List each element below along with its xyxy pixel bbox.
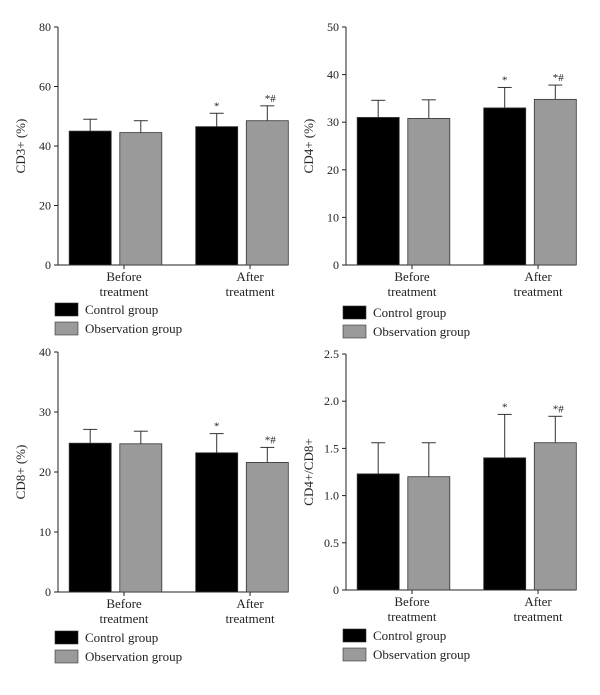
legend: Control group Observation group [54,302,182,336]
bar-observation [119,443,163,593]
x-tick-label: After [524,269,552,284]
significance-mark: *# [265,434,277,446]
y-tick-label: 10 [39,525,51,539]
legend-label-control: Control group [373,305,446,320]
legend: Control group Observation group [54,630,182,664]
bar-control [195,126,239,266]
bar-observation [533,442,577,591]
bar-control [483,107,527,266]
y-tick-label: 1.0 [324,489,339,503]
bar-observation [533,98,577,266]
bar-control [68,442,112,593]
x-tick-label: treatment [226,284,275,299]
y-axis-label: CD4+/CD8+ [301,438,316,505]
legend-swatch-control [342,305,367,320]
y-tick-label: 40 [39,139,51,153]
y-tick-label: 20 [327,163,339,177]
y-tick-label: 0 [45,585,51,599]
legend-swatch-control [342,628,367,643]
legend-swatch-observation [54,649,79,664]
x-tick-label: Before [394,594,430,609]
x-tick-label: Before [394,269,430,284]
x-tick-label: Before [106,269,142,284]
legend-label-observation: Observation group [85,649,182,664]
y-tick-label: 10 [327,210,339,224]
legend-swatch-control [54,630,79,645]
bar-observation [245,120,289,266]
significance-mark: *# [553,72,565,84]
y-tick-label: 0 [333,258,339,272]
bar-control [68,130,112,266]
significance-mark: *# [265,93,277,105]
y-tick-label: 20 [39,465,51,479]
legend-label-observation: Observation group [85,321,182,336]
x-tick-label: treatment [99,611,148,626]
legend: Control group Observation group [342,628,470,662]
x-tick-label: treatment [226,611,275,626]
y-tick-label: 80 [39,20,51,34]
legend-swatch-control [54,302,79,317]
significance-mark: * [214,421,220,433]
y-tick-label: 2.0 [324,394,339,408]
legend-swatch-observation [342,324,367,339]
significance-mark: *# [553,403,565,415]
significance-mark: * [502,74,508,86]
y-tick-label: 50 [327,20,339,34]
bar-control [483,457,527,591]
y-tick-label: 60 [39,80,51,94]
significance-mark: * [214,100,220,112]
x-tick-label: After [524,594,552,609]
legend-label-control: Control group [85,302,158,317]
y-tick-label: 30 [39,405,51,419]
y-tick-label: 40 [327,68,339,82]
legend-swatch-observation [342,647,367,662]
x-tick-label: Before [106,596,142,611]
y-tick-label: 40 [39,345,51,359]
legend-label-observation: Observation group [373,647,470,662]
legend-label-observation: Observation group [373,324,470,339]
y-tick-label: 20 [39,199,51,213]
y-tick-label: 30 [327,115,339,129]
x-tick-label: treatment [514,609,563,624]
x-tick-label: After [236,269,264,284]
bar-control [195,452,239,593]
x-tick-label: treatment [387,609,436,624]
x-tick-label: treatment [387,284,436,299]
y-tick-label: 0 [45,258,51,272]
y-axis-label: CD8+ (%) [13,445,28,500]
bar-control [356,117,400,266]
x-tick-label: treatment [99,284,148,299]
y-tick-label: 0.5 [324,536,339,550]
bar-observation [245,461,289,593]
bar-observation [119,132,163,266]
legend-swatch-observation [54,321,79,336]
y-axis-label: CD3+ (%) [13,119,28,174]
bar-control [356,473,400,591]
legend-label-control: Control group [85,630,158,645]
y-tick-label: 1.5 [324,441,339,455]
bar-observation [407,117,451,266]
significance-mark: * [502,401,508,413]
chart-panel-4: 00.51.01.52.02.5CD4+/CD8+Beforetreatment… [301,347,577,662]
x-tick-label: treatment [514,284,563,299]
y-axis-label: CD4+ (%) [301,119,316,174]
x-tick-label: After [236,596,264,611]
legend-label-control: Control group [373,628,446,643]
y-tick-label: 2.5 [324,347,339,361]
y-tick-label: 0 [333,583,339,597]
legend: Control group Observation group [342,305,470,339]
bar-observation [407,476,451,591]
